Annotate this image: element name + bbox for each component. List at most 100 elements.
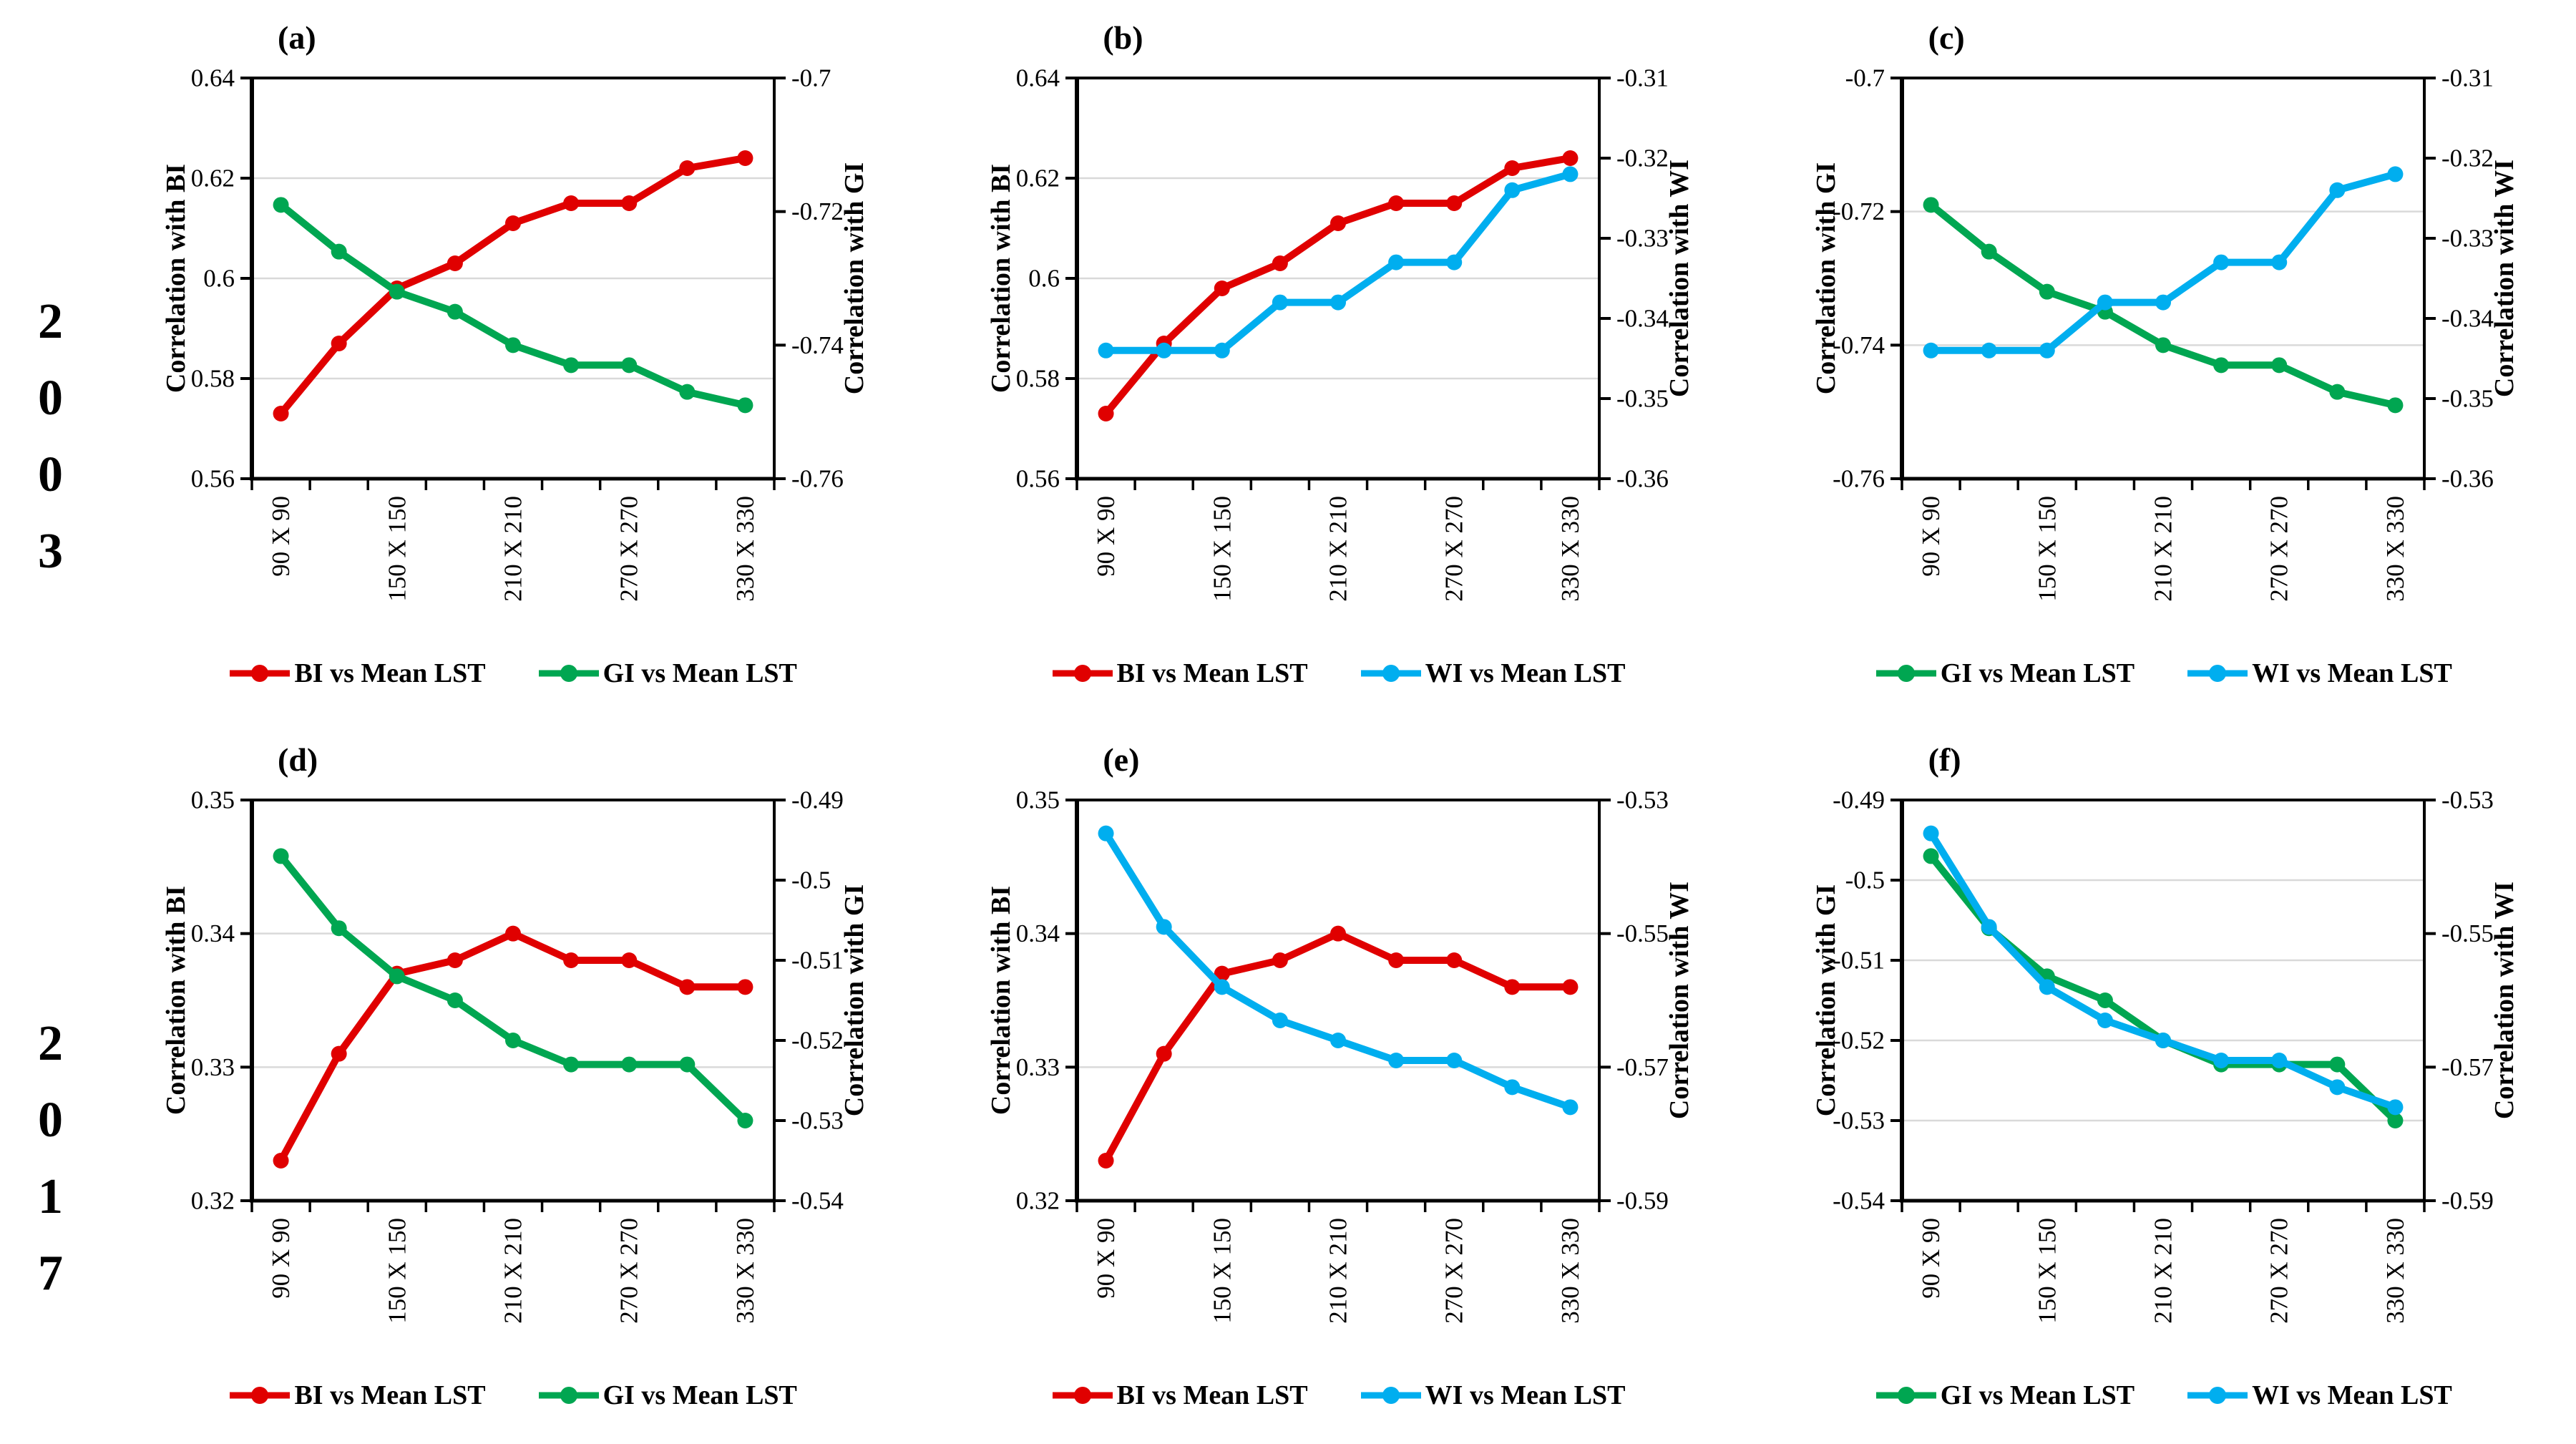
data-point-marker-BI — [562, 952, 579, 968]
legend-item: WI vs Mean LST — [2186, 658, 2452, 689]
data-point-marker-GI — [273, 848, 289, 864]
y-axis-right-tick-label: -0.49 — [791, 786, 844, 814]
y-axis-left-title: Correlation with BI — [986, 164, 1016, 393]
data-point-marker-BI — [1330, 925, 1346, 942]
y-axis-left-title: Correlation with BI — [161, 886, 191, 1115]
data-point-marker-BI — [1562, 150, 1579, 166]
data-point-marker-GI — [447, 992, 463, 1008]
legend-marker — [1382, 1387, 1400, 1404]
data-point-marker-BI — [1388, 952, 1405, 968]
legend-marker — [1897, 665, 1915, 682]
data-point-marker-WI — [1156, 342, 1172, 358]
legend-item: WI vs Mean LST — [1360, 1380, 1625, 1411]
data-point-marker-WI — [1923, 825, 1939, 841]
data-point-marker-BI — [1562, 979, 1579, 995]
y-axis-right-tick-label: -0.53 — [1616, 786, 1669, 814]
y-axis-left-tick-label: 0.35 — [1016, 786, 1060, 814]
x-axis-category-label: 210 X 210 — [1324, 496, 1352, 602]
data-point-marker-BI — [1098, 1153, 1114, 1169]
y-axis-right-tick-label: -0.54 — [791, 1187, 844, 1215]
legend-e: BI vs Mean LST WI vs Mean LST — [1051, 1380, 1625, 1411]
x-axis-category-label: 150 X 150 — [383, 1218, 411, 1324]
data-point-marker-BI — [1504, 160, 1521, 176]
y-axis-right-title: Correlation with WI — [2489, 882, 2519, 1119]
x-axis-category-label: 330 X 330 — [2381, 1218, 2409, 1324]
data-point-marker-WI — [2213, 254, 2230, 270]
legend-marker — [1073, 665, 1091, 682]
x-axis-category-label: 330 X 330 — [1556, 1218, 1584, 1324]
legend-marker — [2209, 665, 2227, 682]
legend-marker — [251, 665, 269, 682]
panel-label-b: (b) — [1103, 19, 1143, 56]
y-axis-left-tick-label: -0.49 — [1833, 786, 1885, 814]
data-point-marker-BI — [1098, 406, 1114, 421]
y-axis-right-tick-label: -0.31 — [1616, 64, 1669, 92]
y-axis-right-tick-label: -0.51 — [791, 947, 844, 975]
y-axis-left-tick-label: -0.74 — [1833, 331, 1885, 359]
data-point-marker-GI — [2097, 992, 2114, 1008]
data-point-marker-WI — [2329, 1079, 2346, 1096]
chart-panel-f: (f) -0.49 -0.5 -0.51 -0.52 -0.53 -0.54 -0.53 -0… — [1751, 722, 2576, 1444]
y-axis-left-tick-label: -0.5 — [1845, 867, 1885, 894]
y-axis-left-tick-label: 0.33 — [1016, 1053, 1060, 1081]
legend-line-marker-icon — [1360, 1387, 1421, 1404]
y-axis-right-title: Correlation with GI — [839, 162, 869, 394]
series-line-BI — [1102, 155, 1574, 417]
y-axis-right-tick-label: -0.72 — [791, 197, 844, 225]
y-axis-left-tick-label: 0.33 — [190, 1053, 234, 1081]
data-point-marker-WI — [1981, 919, 1997, 935]
data-point-marker-WI — [2271, 254, 2288, 270]
x-axis-category-label: 90 X 90 — [267, 496, 295, 577]
legend-marker — [1073, 1387, 1091, 1404]
y-axis-left-tick-label: 0.56 — [190, 465, 234, 493]
data-point-marker-GI — [389, 968, 405, 985]
panel-label-d: (d) — [278, 741, 318, 778]
data-point-marker-BI — [562, 195, 579, 211]
data-point-marker-GI — [678, 1056, 695, 1073]
data-point-marker-WI — [1504, 1079, 1521, 1096]
x-axis-category-label: 150 X 150 — [1208, 1218, 1236, 1324]
data-point-marker-BI — [737, 150, 753, 166]
legend-line-marker-icon — [230, 1387, 291, 1404]
y-axis-right-tick-label: -0.36 — [1616, 465, 1669, 493]
legend-line-marker-icon — [1052, 665, 1113, 682]
data-point-marker-BI — [678, 979, 695, 995]
x-axis-category-label: 90 X 90 — [267, 1218, 295, 1299]
data-point-marker-WI — [2329, 182, 2346, 198]
y-axis-left-tick-label: 0.6 — [1028, 265, 1060, 293]
y-axis-right-tick-label: -0.55 — [1616, 919, 1669, 947]
data-point-marker-WI — [2155, 1033, 2172, 1048]
y-axis-left-tick-label: 0.58 — [190, 365, 234, 393]
legend-label: BI vs Mean LST — [294, 1380, 486, 1410]
legend-c: GI vs Mean LST WI vs Mean LST — [1875, 658, 2452, 689]
chart-c-plot: -0.7 -0.72 -0.74 -0.76 -0.31 -0.32 -0.33 -0.34 -… — [1811, 64, 2519, 602]
x-axis-category-label: 330 X 330 — [2381, 496, 2409, 602]
legend-line-marker-icon — [1052, 1387, 1113, 1404]
x-axis-category-label: 270 X 270 — [615, 1218, 643, 1324]
data-point-marker-WI — [2039, 979, 2056, 995]
y-axis-right-tick-label: -0.59 — [1616, 1187, 1669, 1215]
x-axis-category-label: 90 X 90 — [1092, 1218, 1120, 1299]
data-point-marker-WI — [1098, 825, 1114, 841]
y-axis-left-tick-label: 0.62 — [1016, 165, 1060, 192]
y-axis-left-tick-label: -0.52 — [1833, 1027, 1885, 1055]
data-point-marker-WI — [2387, 1099, 2404, 1116]
data-point-marker-GI — [2155, 337, 2172, 353]
panel-label-a: (a) — [278, 19, 316, 56]
data-point-marker-WI — [1388, 1053, 1405, 1068]
chart-a-plot: 0.56 0.58 0.6 0.62 0.64 -0.7 -0.72 -0.74 -0.76 90… — [161, 64, 869, 602]
y-axis-right-tick-label: -0.34 — [2441, 305, 2494, 333]
chart-d-plot: 0.32 0.33 0.34 0.35 -0.49 -0.5 -0.51 -0.52 -0.53… — [161, 786, 869, 1324]
legend-item: BI vs Mean LST — [228, 1380, 486, 1411]
data-point-marker-GI — [2387, 1113, 2404, 1128]
data-point-marker-WI — [1446, 254, 1463, 270]
panel-label-f: (f) — [1928, 741, 1961, 778]
legend-label: WI vs Mean LST — [2252, 658, 2452, 688]
y-axis-left-tick-label: 0.35 — [190, 786, 234, 814]
y-axis-left-tick-label: -0.54 — [1833, 1187, 1885, 1215]
y-axis-left-title: Correlation with GI — [1811, 884, 1841, 1116]
data-point-marker-WI — [1562, 1099, 1579, 1116]
series-line-WI — [1102, 829, 1574, 1111]
y-axis-left-title: Correlation with BI — [986, 886, 1016, 1115]
